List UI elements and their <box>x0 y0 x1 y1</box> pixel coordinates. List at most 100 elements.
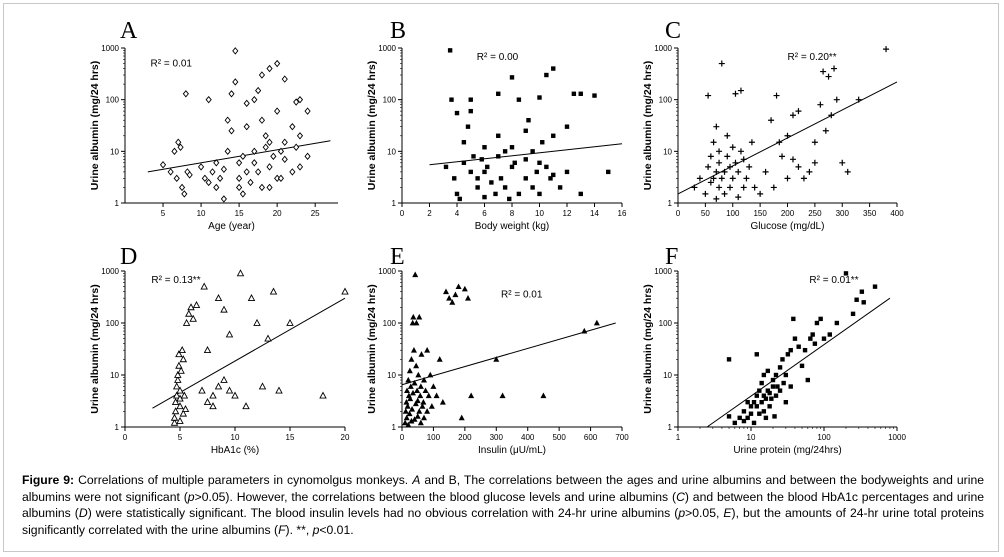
data-point <box>187 303 195 311</box>
x-tick-label: 100 <box>427 433 441 442</box>
data-point <box>407 383 414 389</box>
data-point <box>705 163 712 170</box>
data-point <box>471 154 476 159</box>
data-point <box>225 330 234 338</box>
figure-frame <box>3 3 999 552</box>
data-point <box>258 71 266 79</box>
data-point <box>175 138 182 146</box>
data-point <box>414 387 421 394</box>
x-tick-label: 400 <box>890 209 904 218</box>
data-point <box>516 191 522 197</box>
data-point <box>741 409 747 414</box>
data-point <box>772 414 777 419</box>
caption-fragment: C <box>676 489 685 504</box>
panel-a: A 1 10 100 1000 5 10 15 20 25 Urine albumin (mg/24… <box>89 18 338 232</box>
data-point <box>726 357 732 362</box>
data-point <box>551 133 556 138</box>
data-point <box>407 395 414 402</box>
data-point <box>176 416 184 424</box>
x-tick-label: 6 <box>482 209 487 218</box>
y-tick-label: 1 <box>115 423 120 432</box>
data-point <box>534 169 539 175</box>
data-point <box>773 372 779 378</box>
data-point <box>243 122 250 131</box>
data-point <box>243 99 250 108</box>
data-point <box>403 414 410 421</box>
data-point <box>818 316 823 322</box>
x-tick-label: 0 <box>123 433 128 442</box>
data-point <box>412 400 419 407</box>
data-point <box>716 148 723 155</box>
data-point <box>175 350 183 358</box>
data-point <box>468 108 473 114</box>
data-point <box>258 183 266 192</box>
data-point <box>530 185 535 190</box>
data-point <box>707 153 714 160</box>
data-point <box>225 386 234 394</box>
caption-fragment: <0.01. <box>319 522 354 537</box>
data-point <box>606 169 611 175</box>
data-point <box>304 107 311 115</box>
data-point <box>405 376 412 383</box>
data-point <box>761 393 767 398</box>
y-axis-label: Urine albumin (mg/24 hrs) <box>366 284 378 414</box>
data-point <box>176 386 184 394</box>
data-point <box>182 90 189 98</box>
y-tick-label: 10 <box>663 371 672 380</box>
data-point <box>523 128 528 133</box>
data-point <box>775 384 780 389</box>
data-point <box>182 318 191 326</box>
panel-e: E 1 10 100 1000 0 100 200 300 400 500 600 700 Urine a… <box>366 244 629 456</box>
data-point <box>806 168 813 175</box>
data-point <box>420 398 427 405</box>
data-point <box>791 316 796 322</box>
data-point <box>454 191 460 197</box>
data-point <box>789 112 796 119</box>
data-point <box>843 271 849 276</box>
data-point <box>592 93 597 98</box>
x-axis-label: Glucose (mg/dL) <box>751 221 825 232</box>
trendline <box>706 297 891 428</box>
data-point <box>763 396 769 401</box>
y-tick-label: 1 <box>392 199 397 208</box>
data-point <box>262 132 269 140</box>
data-point <box>523 157 528 162</box>
data-point <box>277 147 285 156</box>
data-point <box>817 101 824 108</box>
data-point <box>713 168 720 175</box>
data-point <box>507 196 512 202</box>
data-point <box>761 372 767 378</box>
data-point <box>765 368 771 374</box>
caption-fragment: ) were statistically significant. The bl… <box>87 506 679 520</box>
data-point <box>702 190 709 197</box>
data-point <box>319 391 327 399</box>
data-point <box>277 174 285 183</box>
data-point <box>403 398 410 405</box>
data-point <box>805 377 811 383</box>
x-tick-label: 5 <box>161 209 166 218</box>
x-tick-label: 100 <box>726 209 740 218</box>
data-point <box>468 392 475 399</box>
data-point <box>197 163 205 171</box>
y-tick-label: 10 <box>110 371 119 380</box>
data-point <box>214 382 223 390</box>
data-point <box>850 311 856 317</box>
caption-fragment: ), but the amounts of 24-hr urine total … <box>22 506 984 537</box>
x-tick-label: 0 <box>400 209 405 218</box>
data-point <box>201 174 208 183</box>
data-point <box>509 145 515 150</box>
data-point <box>270 152 277 161</box>
data-point <box>740 156 747 163</box>
panel-b: B 1 10 100 1000 0 2 4 6 8 10 12 14 16 Urine albumin (m… <box>366 18 627 232</box>
data-point <box>751 184 758 191</box>
data-point <box>414 413 421 419</box>
data-point <box>178 183 186 192</box>
data-point <box>424 346 431 353</box>
data-point <box>461 140 467 145</box>
data-point <box>275 386 283 394</box>
data-point <box>417 419 424 426</box>
y-axis-label: Urine albumin (mg/24 hrs) <box>642 61 654 191</box>
data-point <box>571 91 577 96</box>
x-tick-label: 20 <box>273 209 282 218</box>
data-point <box>578 91 583 96</box>
